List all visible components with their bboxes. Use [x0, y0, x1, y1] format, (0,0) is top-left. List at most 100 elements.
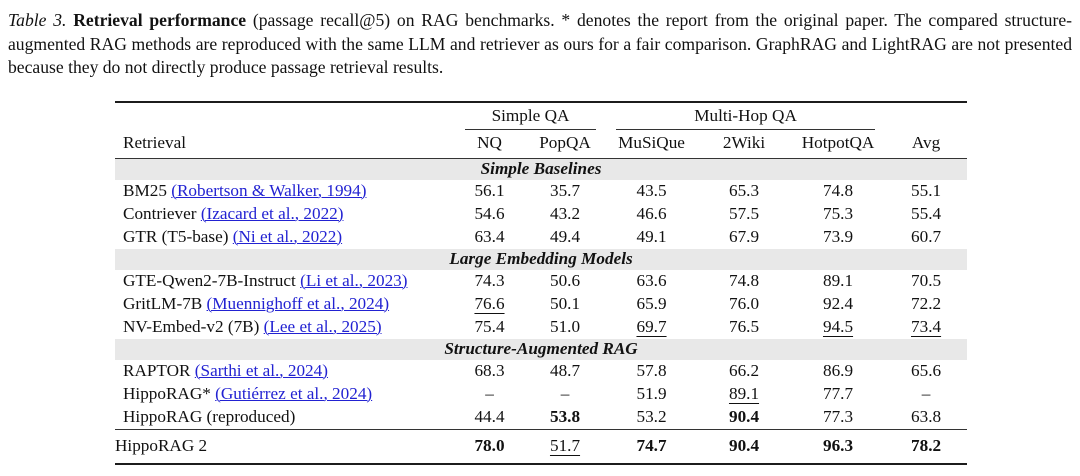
value: 94.5 [822, 316, 854, 336]
method-name: HippoRAG* [123, 383, 211, 403]
value: 90.4 [728, 435, 760, 455]
section-header-row: Structure-Augmented RAG [115, 338, 968, 360]
col-header-2wiki: 2Wiki [697, 129, 792, 159]
citation-link[interactable]: (Izacard et al., 2022) [200, 203, 344, 223]
table-row: Contriever (Izacard et al., 2022) 54.6 43.… [115, 203, 967, 226]
value-cell: 66.2 [697, 360, 791, 383]
col-header-nq: NQ [455, 129, 524, 159]
value: 46.6 [636, 203, 667, 223]
value-cell: 76.6 [455, 293, 524, 316]
table-row-final: HippoRAG 2 78.0 51.7 74.7 90.4 96.3 78.2 [115, 428, 968, 464]
method-name: GTR (T5-base) [123, 226, 229, 246]
value-cell: 75.4 [455, 316, 524, 339]
empty-header-cell [115, 102, 455, 130]
value-cell: 53.2 [606, 406, 697, 430]
method-cell: HippoRAG 2 [115, 428, 455, 464]
value: 90.4 [728, 406, 760, 426]
table-row: RAPTOR (Sarthi et al., 2024) 68.3 48.7 57.8… [115, 360, 967, 383]
value-cell: 63.8 [885, 406, 967, 430]
value-cell: 70.5 [885, 270, 967, 293]
method-cell: HippoRAG* (Gutiérrez et al., 2024) [115, 383, 455, 406]
value: 77.3 [822, 406, 854, 426]
caption-title: Retrieval performance [73, 10, 247, 30]
citation-link[interactable]: (Lee et al., 2025) [263, 316, 382, 336]
method-name: GTE-Qwen2-7B-Instruct [123, 270, 296, 290]
value-cell: 73.4 [885, 316, 967, 339]
value: 60.7 [911, 226, 942, 246]
col-header-avg: Avg [885, 129, 968, 159]
value-cell: 92.4 [791, 293, 885, 316]
value-cell: 55.4 [885, 203, 967, 226]
method-cell: HippoRAG (reproduced) [115, 406, 455, 430]
value-cell: 96.3 [791, 428, 886, 464]
citation-link[interactable]: (Muennighoff et al., 2024) [206, 293, 390, 313]
value: 63.4 [474, 226, 505, 246]
value: 75.4 [474, 316, 505, 336]
value: 76.0 [728, 293, 760, 313]
citation-link[interactable]: (Gutiérrez et al., 2024) [215, 383, 373, 403]
value-cell: 65.9 [606, 293, 697, 316]
value: 92.4 [822, 293, 854, 313]
caption-label: Table 3. [8, 10, 67, 30]
method-cell: RAPTOR (Sarthi et al., 2024) [115, 360, 455, 383]
table-row: HippoRAG (reproduced) 44.4 53.8 53.2 90.4 77.… [115, 406, 967, 430]
group-multi-hop-qa-label: Multi-Hop QA [694, 105, 797, 125]
value-cell: 48.7 [524, 360, 606, 383]
value-cell: 35.7 [524, 180, 606, 203]
value: 74.7 [636, 435, 667, 455]
value-cell: 68.3 [455, 360, 524, 383]
section-header-row: Large Embedding Models [115, 248, 968, 270]
table-row: GTR (T5-base) (Ni et al., 2022) 63.4 49.4 4… [115, 226, 967, 249]
value: 78.2 [911, 435, 942, 455]
value: 54.6 [474, 203, 505, 223]
table-caption: Table 3. Retrieval performance (passage … [0, 0, 1080, 80]
value: 78.0 [474, 435, 505, 455]
value: 55.4 [911, 203, 942, 223]
col-header-popqa: PopQA [524, 129, 607, 159]
value: 68.3 [474, 360, 505, 380]
value-cell: 74.3 [455, 270, 524, 293]
col-header-hotpotqa: HotpotQA [791, 129, 886, 159]
section-header: Large Embedding Models [115, 248, 968, 270]
table-row: HippoRAG* (Gutiérrez et al., 2024) – – 51.9… [115, 383, 967, 406]
method-name: RAPTOR [123, 360, 191, 380]
value: 74.8 [822, 180, 854, 200]
value: 66.2 [728, 360, 760, 380]
value-cell: 65.3 [697, 180, 791, 203]
value-cell: 51.7 [524, 428, 607, 464]
value: 72.2 [911, 293, 942, 313]
value-cell: – [885, 383, 967, 406]
group-simple-qa: Simple QA [455, 102, 606, 130]
value: 76.6 [474, 293, 505, 313]
value: 51.7 [549, 435, 581, 455]
value: 57.8 [636, 360, 667, 380]
value: – [560, 383, 570, 403]
value-cell: 69.7 [606, 316, 697, 339]
value-cell: 90.4 [697, 406, 791, 430]
citation-link[interactable]: (Sarthi et al., 2024) [194, 360, 328, 380]
value-cell: 51.9 [606, 383, 697, 406]
value-cell: 74.8 [697, 270, 791, 293]
method-cell: GTR (T5-base) (Ni et al., 2022) [115, 226, 455, 249]
value: 76.5 [728, 316, 760, 336]
value-cell: 65.6 [885, 360, 967, 383]
value: 63.6 [636, 270, 667, 290]
col-header-musique: MuSiQue [606, 129, 698, 159]
value-cell: 49.1 [606, 226, 697, 249]
value-cell: 53.8 [524, 406, 606, 430]
value: – [485, 383, 494, 403]
caption-text: (passage recall@5) on RAG benchmarks. * … [8, 10, 1072, 78]
value-cell: 76.5 [697, 316, 791, 339]
method-name: NV-Embed-v2 (7B) [123, 316, 260, 336]
value: 51.0 [549, 316, 581, 336]
citation-link[interactable]: (Li et al., 2023) [300, 270, 408, 290]
citation-link[interactable]: (Robertson & Walker, 1994) [171, 180, 367, 200]
value-cell: 63.4 [455, 226, 524, 249]
citation-link[interactable]: (Ni et al., 2022) [232, 226, 343, 246]
value-cell: 74.7 [606, 428, 698, 464]
value: 50.6 [549, 270, 581, 290]
value: 57.5 [728, 203, 760, 223]
method-cell: NV-Embed-v2 (7B) (Lee et al., 2025) [115, 316, 455, 339]
value: 48.7 [549, 360, 581, 380]
value-cell: 43.2 [524, 203, 606, 226]
